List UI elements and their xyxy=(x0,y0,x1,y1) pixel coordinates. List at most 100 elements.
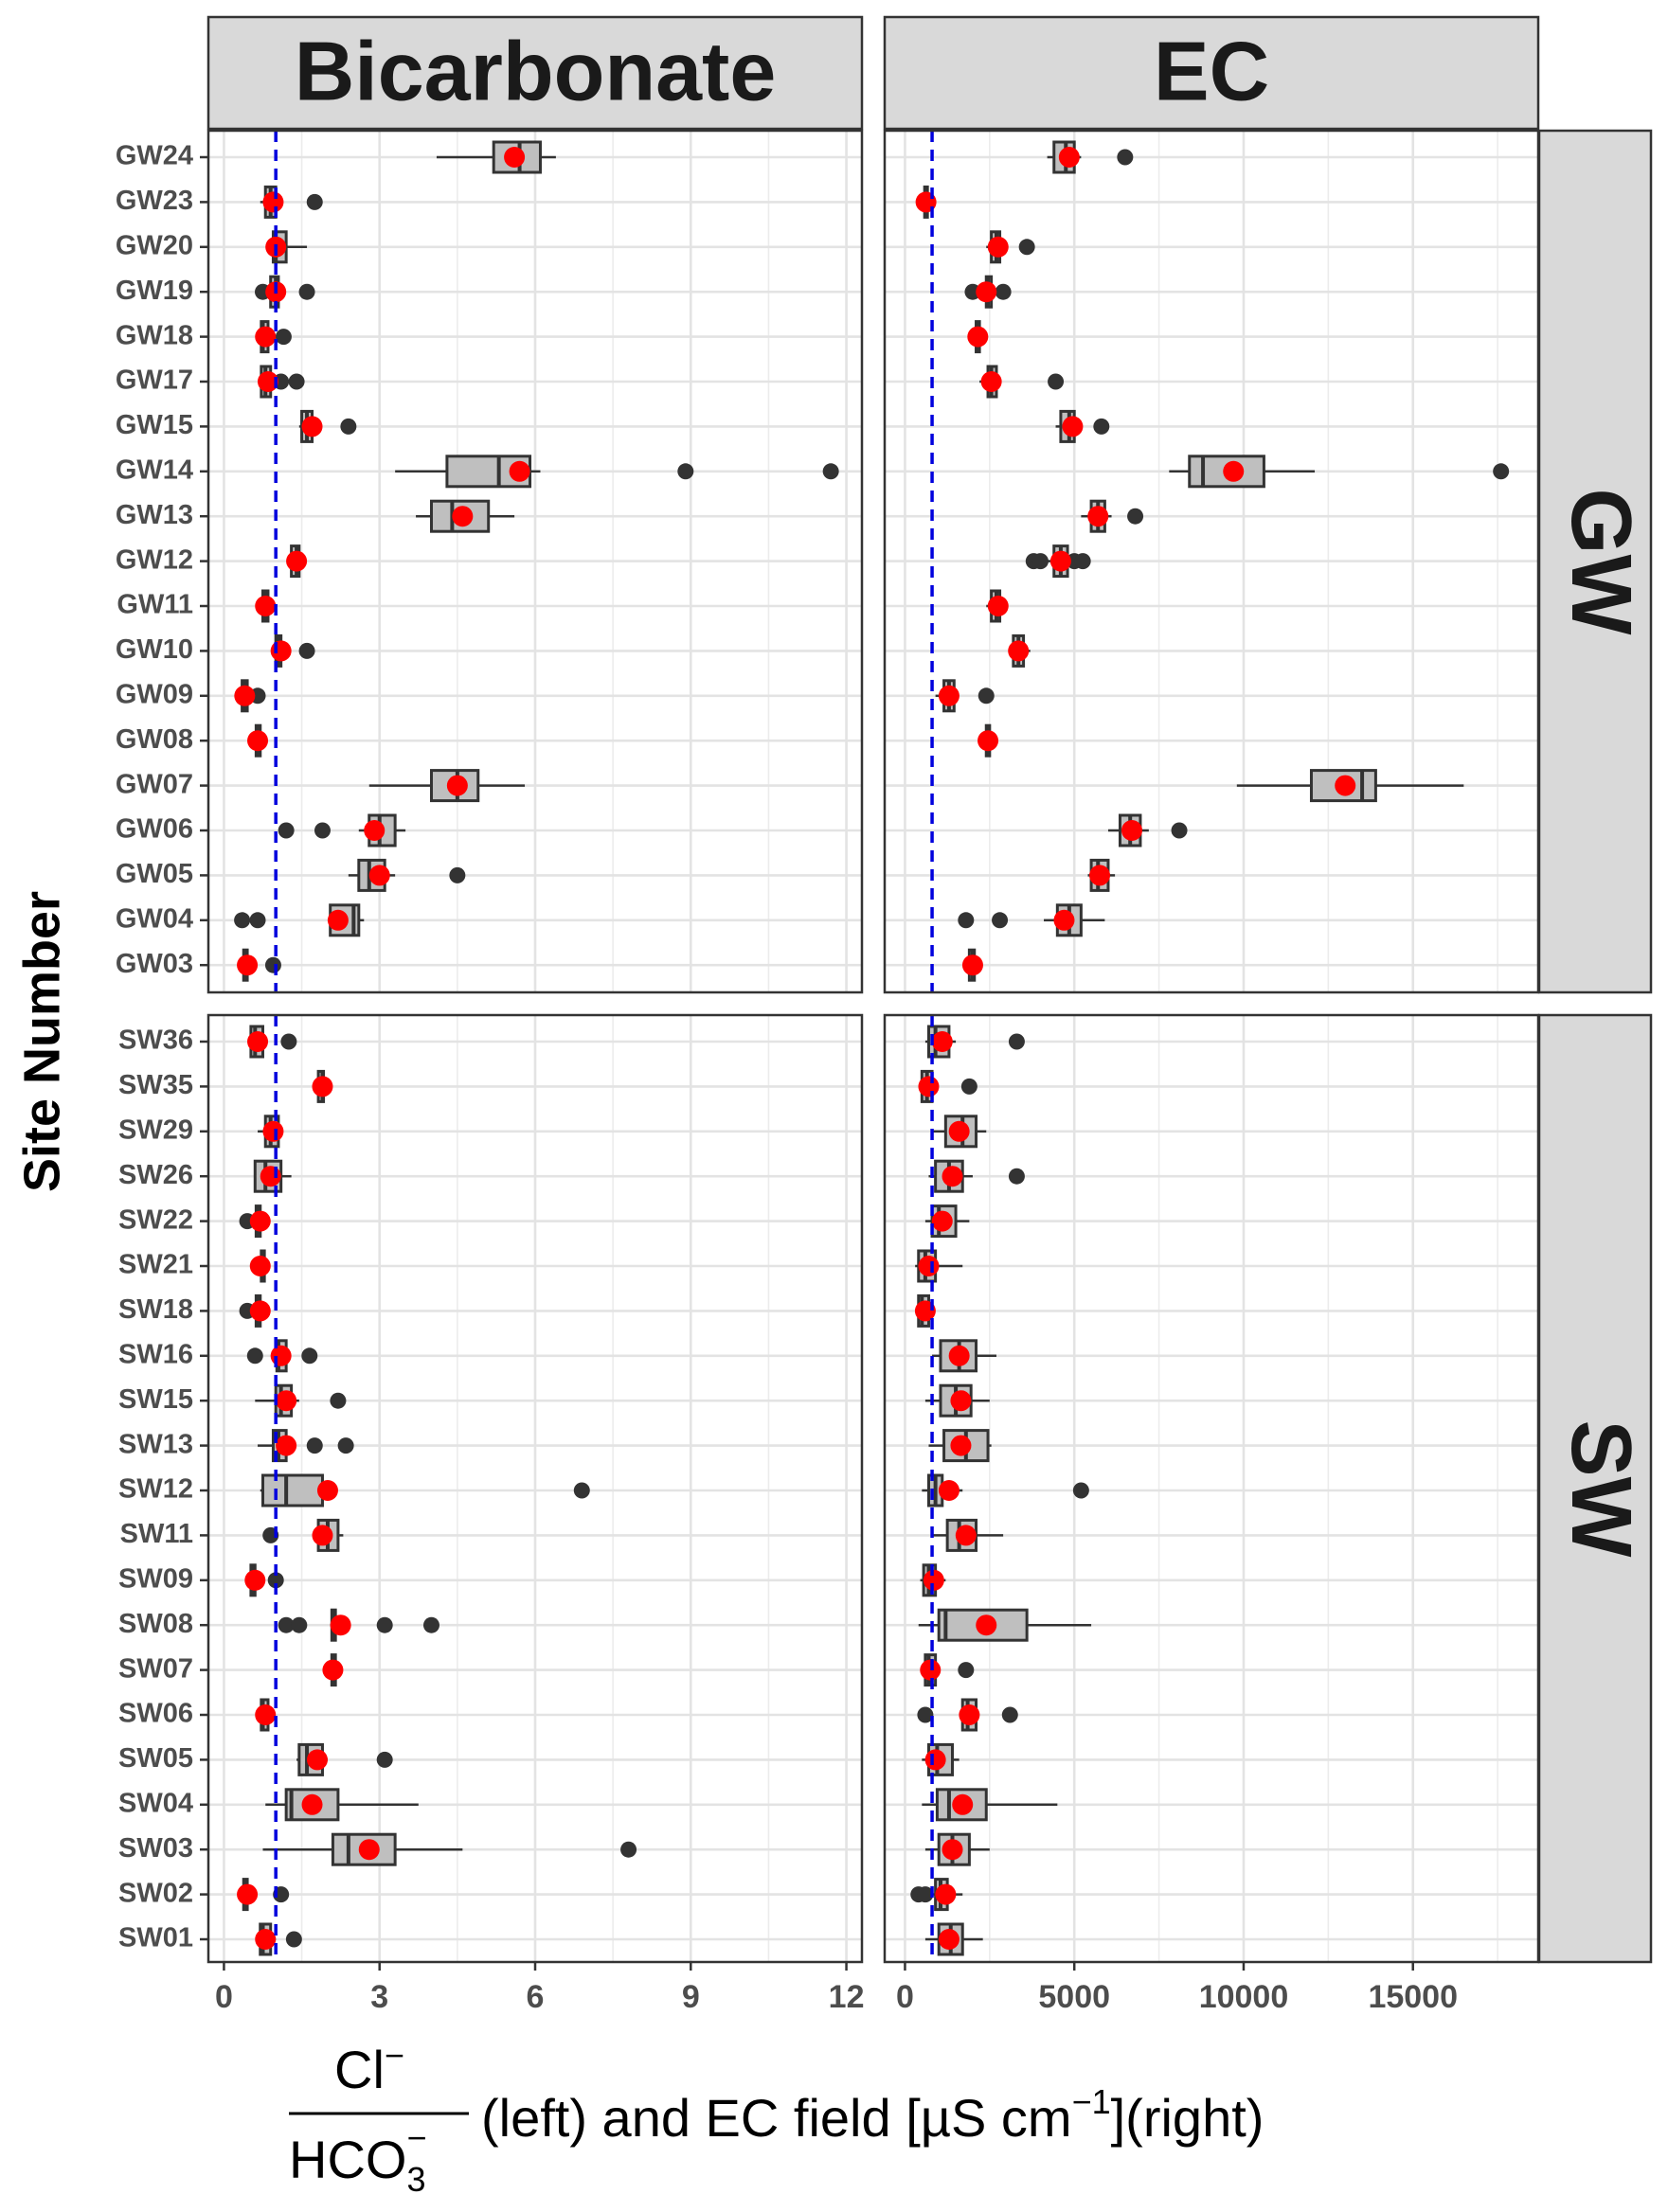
mean-point xyxy=(301,416,323,437)
y-tick-label-sw36: SW36 xyxy=(118,1026,193,1056)
y-tick-label-gw07: GW07 xyxy=(116,769,193,799)
outlier-point xyxy=(960,1078,977,1095)
y-tick-label-gw18: GW18 xyxy=(116,320,193,350)
mean-point xyxy=(234,685,256,706)
ec-gw-box-gw13 xyxy=(1081,499,1144,533)
mean-point xyxy=(276,1390,297,1412)
ec-gw-box-gw11 xyxy=(986,589,1009,623)
outlier-point xyxy=(376,1616,393,1633)
mean-point xyxy=(935,1883,957,1905)
mean-point xyxy=(247,730,269,752)
mean-point xyxy=(961,954,983,976)
y-tick-label-sw21: SW21 xyxy=(118,1250,193,1280)
mean-point xyxy=(255,326,277,348)
mean-point xyxy=(920,1659,942,1681)
mean-point xyxy=(504,147,526,168)
ec-sw-box-sw35 xyxy=(918,1069,977,1103)
outlier-point xyxy=(1031,553,1049,570)
mean-point xyxy=(1089,865,1111,886)
ec-sw-box-sw29 xyxy=(932,1115,987,1149)
mean-point xyxy=(322,1659,344,1681)
y-tick-label-gw13: GW13 xyxy=(116,500,193,530)
bicarbonate-sw-box-sw12 xyxy=(260,1473,590,1507)
mean-point xyxy=(257,371,278,392)
outlier-point xyxy=(1127,508,1144,525)
y-tick-label-gw11: GW11 xyxy=(117,590,193,620)
outlier-point xyxy=(1493,463,1510,480)
bicarbonate-gw-box-gw07 xyxy=(368,769,526,803)
mean-point xyxy=(312,1076,333,1097)
mean-point xyxy=(1121,820,1142,841)
outlier-point xyxy=(1008,1033,1025,1050)
y-tick-label-gw19: GW19 xyxy=(116,276,193,306)
y-tick-label-gw09: GW09 xyxy=(116,679,193,709)
mean-point xyxy=(237,1883,259,1905)
mean-point xyxy=(987,236,1009,258)
strip-sw xyxy=(1537,1013,1653,1964)
y-tick-label-sw03: SW03 xyxy=(118,1833,193,1864)
x-label-denominator: HCO3− xyxy=(289,2118,427,2199)
mean-point xyxy=(452,506,474,527)
mean-point xyxy=(327,909,349,931)
y-tick-label-sw09: SW09 xyxy=(118,1563,193,1594)
ec-sw-box-sw36 xyxy=(924,1025,1025,1059)
bicarbonate-sw-box-sw18 xyxy=(239,1293,271,1328)
outlier-point xyxy=(822,463,839,480)
outlier-point xyxy=(306,193,323,210)
outlier-point xyxy=(246,1347,263,1365)
bicarbonate-sw-box-sw22 xyxy=(239,1204,271,1239)
y-tick-label-gw24: GW24 xyxy=(116,141,193,171)
y-tick-label-sw18: SW18 xyxy=(118,1294,193,1325)
bicarbonate-sw-box-sw05 xyxy=(296,1742,393,1776)
strip-bicarbonate-label: Bicarbonate xyxy=(295,24,777,117)
bicarbonate-sw-box-sw01 xyxy=(255,1922,302,1956)
ec-gw-box-gw03 xyxy=(961,948,983,982)
y-tick-label-sw13: SW13 xyxy=(118,1429,193,1459)
outlier-point xyxy=(340,418,357,435)
y-tick-label-gw10: GW10 xyxy=(116,634,193,665)
bicarbonate-sw-box-sw11 xyxy=(262,1518,344,1552)
outlier-point xyxy=(278,822,295,839)
plot-area: GW24 GW23 GW20 GW19 GW18 GW17 GW15 GW14 GW13 GW12… xyxy=(116,129,1540,2015)
box-iqr xyxy=(261,1473,324,1507)
mean-point xyxy=(1335,775,1356,796)
mean-point xyxy=(980,371,1002,392)
outlier-point xyxy=(298,283,315,300)
outlier-point xyxy=(285,1931,302,1948)
outlier-point xyxy=(1018,239,1035,256)
x-tick-label-bicarbonate: 9 xyxy=(682,1979,700,2015)
y-tick-label-sw22: SW22 xyxy=(118,1204,193,1235)
mean-point xyxy=(938,685,960,706)
ec-sw-box-sw21 xyxy=(915,1249,963,1283)
outlier-point xyxy=(573,1482,590,1499)
bicarbonate-gw-box-gw04 xyxy=(234,903,365,937)
bicarbonate-sw-box-sw36 xyxy=(247,1025,297,1059)
mean-point xyxy=(509,460,530,482)
ec-gw-box-gw14 xyxy=(1169,455,1510,489)
ec-sw-box-sw26 xyxy=(928,1159,1025,1193)
mean-point xyxy=(955,1525,977,1546)
outlier-point xyxy=(376,1751,393,1768)
mean-point xyxy=(255,1704,277,1725)
mean-point xyxy=(270,1345,292,1366)
mean-point xyxy=(931,1210,953,1232)
ec-sw-box-sw03 xyxy=(924,1832,990,1866)
y-tick-label-sw05: SW05 xyxy=(118,1743,193,1774)
bicarbonate-sw-box-sw06 xyxy=(255,1698,277,1732)
outlier-point xyxy=(422,1616,439,1633)
mean-point xyxy=(1223,460,1245,482)
outlier-point xyxy=(977,687,995,705)
outlier-point xyxy=(1008,1168,1025,1185)
strip-gw-label: GW xyxy=(1553,489,1648,635)
bicarbonate-gw-box-gw10 xyxy=(270,633,315,668)
y-tick-label-gw20: GW20 xyxy=(116,230,193,260)
mean-point xyxy=(942,1166,963,1187)
mean-point xyxy=(260,1166,281,1187)
y-tick-label-gw12: GW12 xyxy=(116,544,193,575)
ec-sw-box-sw06 xyxy=(917,1698,1018,1732)
outlier-point xyxy=(917,1706,934,1723)
mean-point xyxy=(950,1390,972,1412)
ec-gw-box-gw09 xyxy=(935,679,995,713)
outlier-point xyxy=(1171,822,1188,839)
y-tick-label-gw06: GW06 xyxy=(116,814,193,845)
